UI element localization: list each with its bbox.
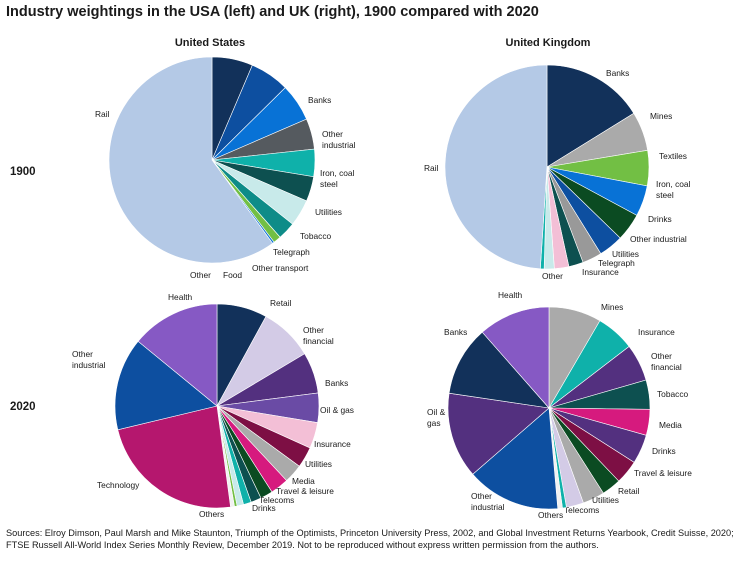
slice-label-other-industrial: Other industrial [630, 234, 687, 244]
slice-label-banks: Banks [325, 378, 348, 388]
slice-label-banks: Banks [606, 68, 629, 78]
slice-label-drinks: Drinks [252, 503, 276, 513]
slice-label-other-financial: Other financial [303, 325, 334, 346]
pie-slice-rail [444, 64, 548, 270]
slice-label-health: Health [498, 290, 523, 300]
slice-label-retail: Retail [270, 298, 292, 308]
slice-label-banks: Banks [444, 327, 467, 337]
slice-label-insurance: Insurance [638, 327, 675, 337]
slice-label-tobacco: Tobacco [300, 231, 332, 241]
pie-slice-technology [117, 405, 231, 509]
slice-label-media: Media [292, 476, 315, 486]
pie-united-states-2020: Retail Other financial Banks Oil & gas Insura… [72, 292, 354, 519]
pie-slice-banks [546, 64, 635, 168]
pie-slice-health [481, 306, 550, 409]
slice-label-other-industrial: Other industrial [471, 491, 505, 512]
slice-label-health: Health [168, 292, 193, 302]
slice-label-drinks: Drinks [648, 214, 672, 224]
pie-slice-banks [448, 331, 550, 409]
column-title-uk: United Kingdom [505, 37, 591, 49]
slice-label-other: Other [542, 271, 563, 281]
pie-united-kingdom-1900: Banks Mines Textiles Iron, coal steel Drinks O… [424, 64, 691, 281]
slice-label-other-transport: Other transport [252, 263, 309, 273]
slice-label-travel-leisure: Travel & leisure [634, 468, 692, 478]
pie-united-states-1900: Banks Other industrial Iron, coal steel Utili… [95, 56, 356, 280]
slice-label-travel-leisure: Travel & leisure [276, 486, 334, 496]
pie-slice-other-industrial [114, 340, 218, 431]
slice-label-iron-coal-steel: Iron, coal steel [656, 179, 691, 200]
slice-label-other-industrial: Other industrial [72, 349, 106, 370]
pie-slice-oil-gas [447, 392, 550, 475]
slice-label-iron-coal-steel: Iron, coal steel [320, 168, 355, 189]
slice-label-telegraph: Telegraph [273, 247, 310, 257]
slice-label-tobacco: Tobacco [657, 389, 689, 399]
slice-label-utilities: Utilities [592, 495, 619, 505]
slice-label-utilities: Utilities [315, 207, 342, 217]
slice-label-media: Media [659, 420, 682, 430]
pie-united-kingdom-2020: Mines Insurance Other financial Tobacco Media… [427, 290, 692, 520]
column-title-us: United States [174, 37, 246, 49]
slice-label-others: Others [538, 510, 563, 520]
slice-label-textiles: Textiles [659, 151, 687, 161]
pie-slice-health [137, 303, 218, 407]
slice-label-utilities: Utilities [612, 249, 639, 259]
chart-title: Industry weightings in the USA (left) an… [6, 4, 539, 20]
slice-label-telegraph: Telegraph [598, 258, 635, 268]
slice-label-insurance: Insurance [582, 267, 619, 277]
pie-slice-rail [108, 56, 273, 264]
slice-label-drinks: Drinks [652, 446, 676, 456]
pie-slice-other-industrial [472, 407, 559, 510]
slice-label-other: Other [190, 270, 211, 280]
slice-label-utilities: Utilities [305, 459, 332, 469]
slice-label-food: Food [223, 270, 242, 280]
slice-label-telecoms: Telecoms [564, 505, 599, 515]
slice-label-mines: Mines [650, 111, 672, 121]
slice-label-mines: Mines [601, 302, 623, 312]
slice-label-insurance: Insurance [314, 439, 351, 449]
slice-label-rail: Rail [95, 109, 110, 119]
slice-label-banks: Banks [308, 95, 331, 105]
slice-label-other-industrial: Other industrial [322, 129, 356, 150]
source-note: Sources: Elroy Dimson, Paul Marsh and Mi… [6, 528, 734, 550]
slice-label-oil-gas: Oil & gas [320, 405, 354, 415]
slice-label-rail: Rail [424, 163, 439, 173]
slice-label-telecoms: Telecoms [259, 495, 294, 505]
row-label-2020: 2020 [10, 401, 36, 413]
row-label-1900: 1900 [10, 166, 36, 178]
slice-label-technology: Technology [97, 480, 140, 490]
slice-label-others: Others [199, 509, 224, 519]
slice-label-oil-gas: Oil & gas [427, 407, 446, 428]
slice-label-other-financial: Other financial [651, 351, 682, 372]
slice-label-retail: Retail [618, 486, 640, 496]
